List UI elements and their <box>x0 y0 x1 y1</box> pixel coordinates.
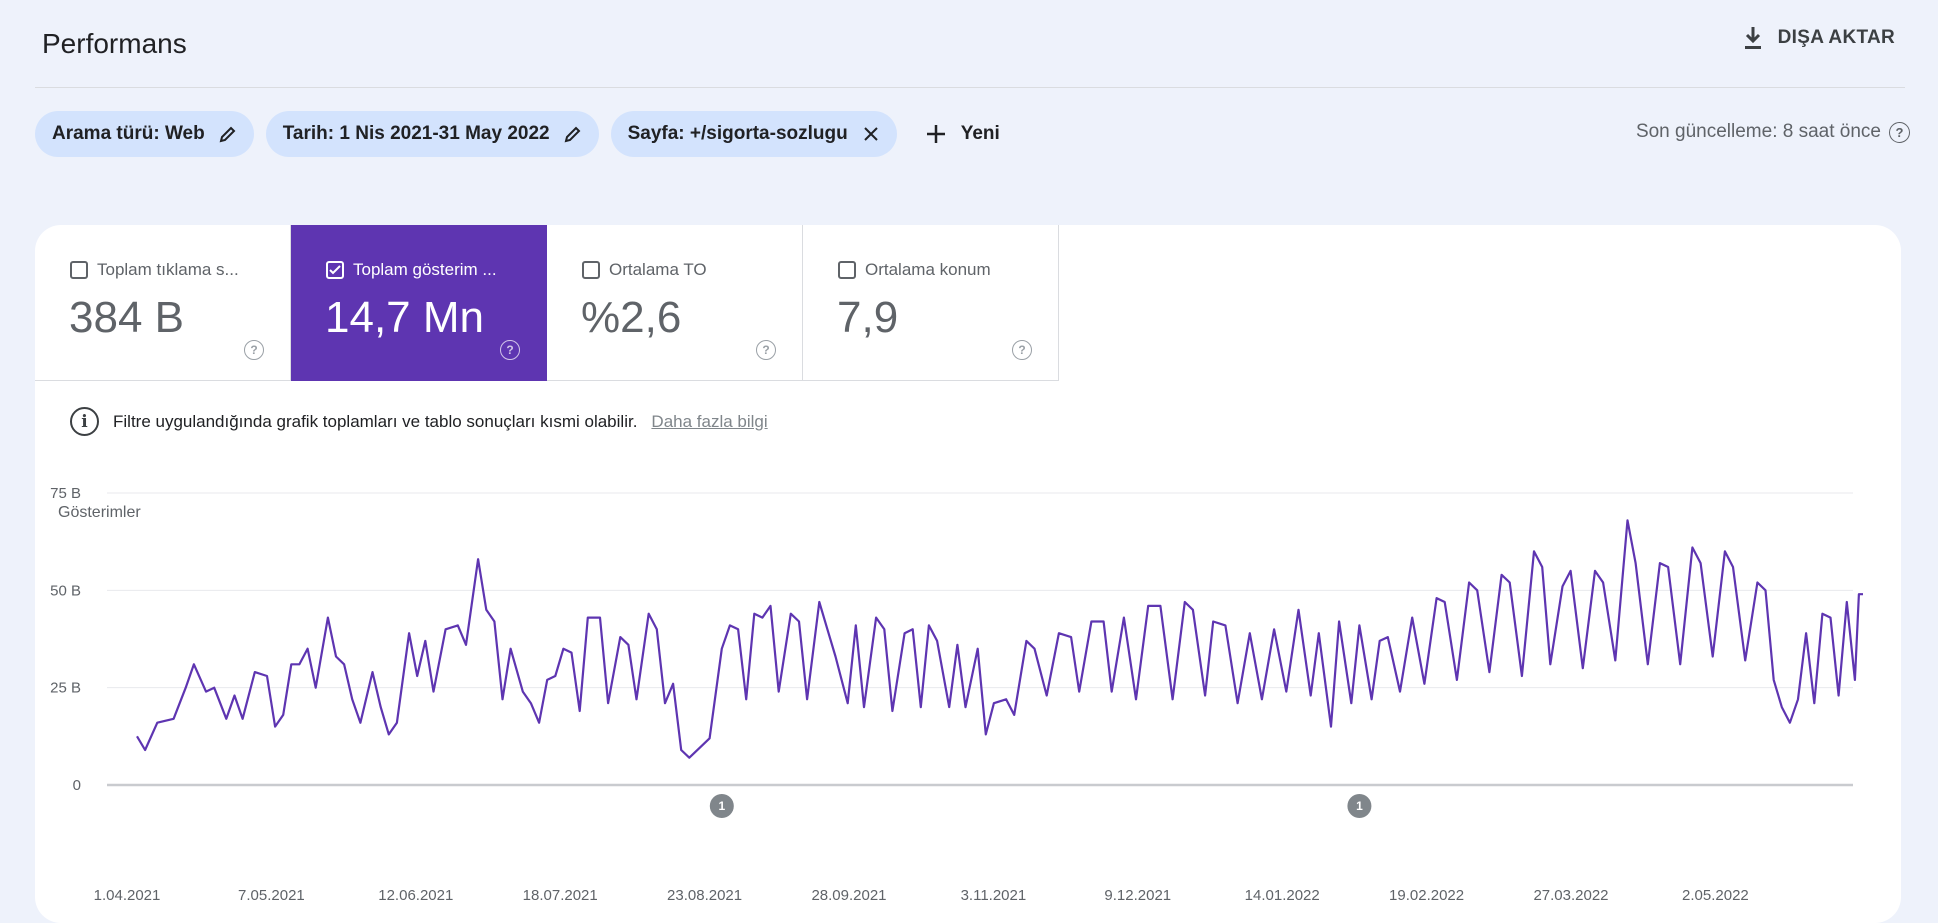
help-icon[interactable]: ? <box>1889 121 1910 143</box>
x-tick-label: 23.08.2021 <box>667 887 742 904</box>
download-icon <box>1744 27 1761 49</box>
x-tick-label: 2.05.2022 <box>1682 887 1749 904</box>
x-tick-label: 19.02.2022 <box>1389 887 1464 904</box>
metric-total-clicks[interactable]: Toplam tıklama s... 384 B ? <box>35 225 291 381</box>
help-icon[interactable]: ? <box>244 340 264 360</box>
new-filter-label: Yeni <box>960 123 1000 144</box>
y-tick-label: 0 <box>73 777 81 794</box>
chip-label: Sayfa: +/sigorta-sozlugu <box>627 123 848 144</box>
impressions-series-line <box>136 519 1863 759</box>
export-label: DIŞA AKTAR <box>1777 27 1895 48</box>
chip-label: Arama türü: Web <box>52 123 205 144</box>
x-tick-label: 28.09.2021 <box>811 887 886 904</box>
metric-label: Toplam gösterim ... <box>353 260 497 279</box>
filter-chip-date[interactable]: Tarih: 1 Nis 2021-31 May 2022 <box>265 111 599 157</box>
annotation-circle <box>1347 794 1372 818</box>
plus-icon <box>926 125 945 143</box>
filter-notice: i Filtre uygulandığında grafik toplamlar… <box>70 407 768 436</box>
page-header: Performans DIŞA AKTAR <box>35 0 1905 88</box>
metric-total-impressions[interactable]: Toplam gösterim ... 14,7 Mn ? <box>291 225 547 381</box>
x-tick-label: 1.04.2021 <box>94 887 161 904</box>
filter-chip-page[interactable]: Sayfa: +/sigorta-sozlugu <box>610 111 897 157</box>
annotation-marker[interactable]: 1 <box>709 794 734 818</box>
y-tick-label: 50 B <box>50 582 81 599</box>
metric-value: 7,9 <box>837 293 899 342</box>
x-tick-label: 9.12.2021 <box>1104 887 1171 904</box>
metric-label: Ortalama konum <box>865 260 991 279</box>
checkbox-icon[interactable] <box>70 261 88 279</box>
filter-bar: Arama türü: Web Tarih: 1 Nis 2021-31 May… <box>35 111 1000 157</box>
metric-label: Ortalama TO <box>609 260 707 279</box>
metric-header: Ortalama konum <box>838 260 991 280</box>
y-tick-label: 75 B <box>50 485 81 502</box>
metric-average-ctr[interactable]: Ortalama TO %2,6 ? <box>547 225 803 381</box>
help-icon[interactable]: ? <box>500 340 520 360</box>
page-title: Performans <box>42 28 187 59</box>
y-tick-label: 25 B <box>50 680 81 697</box>
x-tick-label: 3.11.2021 <box>961 887 1027 904</box>
metric-value: 14,7 Mn <box>325 293 484 342</box>
metric-value: 384 B <box>69 293 184 342</box>
annotation-label: 1 <box>1356 799 1363 813</box>
checkbox-icon[interactable] <box>838 261 856 279</box>
impressions-chart: Gösterimler 0 25 B 50 B 75 B 1.04.2021 7.05.20… <box>50 485 1863 904</box>
annotation-circle <box>709 794 734 818</box>
edit-icon[interactable] <box>564 125 582 143</box>
x-tick-label: 12.06.2021 <box>378 887 453 904</box>
close-icon[interactable] <box>862 125 880 143</box>
metric-header: Toplam tıklama s... <box>70 260 239 280</box>
export-button[interactable]: DIŞA AKTAR <box>1742 26 1895 50</box>
help-icon[interactable]: ? <box>1012 340 1032 360</box>
metric-value: %2,6 <box>581 293 682 342</box>
metric-average-position[interactable]: Ortalama konum 7,9 ? <box>803 225 1059 381</box>
x-tick-label: 14.01.2022 <box>1245 887 1320 904</box>
chip-label: Tarih: 1 Nis 2021-31 May 2022 <box>282 123 550 144</box>
x-tick-label: 18.07.2021 <box>523 887 598 904</box>
filter-chip-search-type[interactable]: Arama türü: Web <box>35 111 254 157</box>
help-icon[interactable]: ? <box>756 340 776 360</box>
learn-more-link[interactable]: Daha fazla bilgi <box>651 411 768 431</box>
last-update-text: Son güncelleme: 8 saat önce <box>1635 121 1881 142</box>
info-icon: i <box>70 407 99 436</box>
new-filter-button[interactable]: Yeni <box>925 123 1000 145</box>
edit-icon[interactable] <box>219 125 237 143</box>
checkbox-checked-icon[interactable] <box>326 261 344 279</box>
metric-tabs: Toplam tıklama s... 384 B ? Toplam göste… <box>35 225 1059 381</box>
performance-card: Toplam tıklama s... 384 B ? Toplam göste… <box>35 225 1901 923</box>
x-tick-label: 7.05.2021 <box>238 887 305 904</box>
y-axis-title: Gösterimler <box>58 504 141 521</box>
metric-label: Toplam tıklama s... <box>97 260 239 279</box>
last-update: Son güncelleme: 8 saat önce ? <box>1636 121 1910 143</box>
x-tick-label: 27.03.2022 <box>1533 887 1608 904</box>
metric-header: Ortalama TO <box>582 260 707 280</box>
checkbox-icon[interactable] <box>582 261 600 279</box>
metric-header: Toplam gösterim ... <box>326 260 497 280</box>
annotation-marker[interactable]: 1 <box>1347 794 1372 818</box>
annotation-label: 1 <box>718 799 725 813</box>
notice-text: Filtre uygulandığında grafik toplamları … <box>113 411 638 431</box>
